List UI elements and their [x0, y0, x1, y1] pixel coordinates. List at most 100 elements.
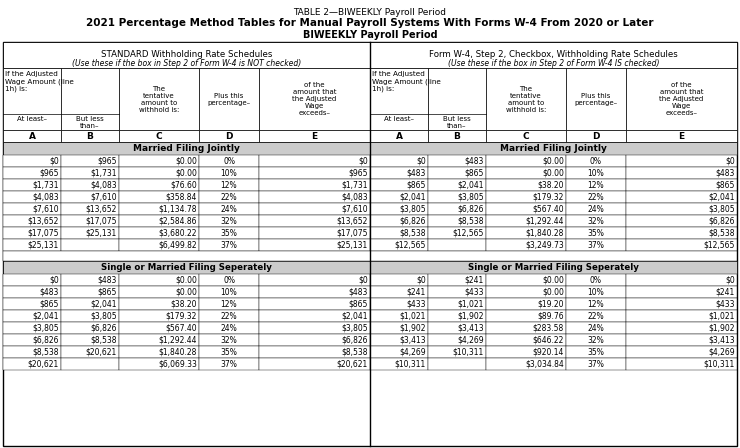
Bar [3, 130, 61, 142]
Text: $12,565: $12,565 [394, 241, 426, 250]
Text: 24%: 24% [221, 323, 238, 332]
Text: 32%: 32% [588, 216, 605, 225]
Text: $483: $483 [40, 288, 59, 297]
Bar [626, 179, 737, 191]
Text: 24%: 24% [588, 323, 605, 332]
Text: $13,652: $13,652 [337, 216, 368, 225]
Text: $865: $865 [349, 300, 368, 309]
Bar [61, 203, 119, 215]
Bar [566, 310, 626, 322]
Text: $433: $433 [465, 288, 484, 297]
Text: 12%: 12% [221, 181, 238, 190]
Text: $179.32: $179.32 [166, 311, 197, 320]
Text: $1,292.44: $1,292.44 [525, 216, 564, 225]
Text: 37%: 37% [588, 359, 605, 369]
Text: $0.00: $0.00 [175, 288, 197, 297]
Text: $6,826: $6,826 [341, 336, 368, 345]
Text: $76.60: $76.60 [170, 181, 197, 190]
Bar [61, 68, 119, 130]
Text: $8,538: $8,538 [33, 348, 59, 357]
Bar [61, 130, 119, 142]
Bar [119, 215, 199, 227]
Text: 10%: 10% [221, 168, 238, 177]
Bar [199, 130, 259, 142]
Bar [61, 322, 119, 334]
Bar [626, 310, 737, 322]
Bar [370, 130, 428, 142]
Bar [566, 191, 626, 203]
Text: $8,538: $8,538 [708, 228, 735, 237]
Bar [428, 322, 486, 334]
Bar [259, 215, 370, 227]
Text: $3,805: $3,805 [708, 204, 735, 214]
Bar [566, 346, 626, 358]
Bar [428, 191, 486, 203]
Bar [3, 142, 370, 155]
Text: BIWEEKLY Payroll Period: BIWEEKLY Payroll Period [303, 30, 437, 40]
Bar [61, 274, 119, 286]
Bar [486, 334, 566, 346]
Bar [119, 346, 199, 358]
Text: $8,538: $8,538 [341, 348, 368, 357]
Text: $25,131: $25,131 [28, 241, 59, 250]
Bar [370, 298, 428, 310]
Bar [370, 227, 428, 239]
Text: STANDARD Withholding Rate Schedules: STANDARD Withholding Rate Schedules [101, 50, 272, 59]
Bar [61, 298, 119, 310]
Text: $3,805: $3,805 [400, 204, 426, 214]
Bar [119, 286, 199, 298]
Text: $567.40: $567.40 [532, 204, 564, 214]
Bar [626, 298, 737, 310]
Bar [566, 286, 626, 298]
Text: $567.40: $567.40 [165, 323, 197, 332]
Text: $1,902: $1,902 [400, 323, 426, 332]
Bar [199, 346, 259, 358]
Bar [486, 346, 566, 358]
Text: The
tentative
amount to
withhold is:: The tentative amount to withhold is: [506, 86, 546, 112]
Text: $283.58: $283.58 [533, 323, 564, 332]
Bar [566, 68, 626, 130]
Bar [428, 130, 486, 142]
Text: $1,731: $1,731 [33, 181, 59, 190]
Bar [3, 310, 61, 322]
Text: (Use these if the box in Step 2 of Form W-4 is NOT checked): (Use these if the box in Step 2 of Form … [72, 59, 301, 68]
Text: $17,075: $17,075 [337, 228, 368, 237]
Bar [486, 322, 566, 334]
Bar [566, 322, 626, 334]
Text: 10%: 10% [588, 288, 605, 297]
Bar [486, 274, 566, 286]
Text: $1,021: $1,021 [400, 311, 426, 320]
Text: Single or Married Filing Seperately: Single or Married Filing Seperately [468, 263, 639, 272]
Bar [370, 286, 428, 298]
Bar [199, 179, 259, 191]
Bar [119, 179, 199, 191]
Bar [61, 215, 119, 227]
Bar [370, 68, 428, 130]
Text: $483: $483 [716, 168, 735, 177]
Bar [3, 358, 61, 370]
Text: $3,805: $3,805 [341, 323, 368, 332]
Bar [370, 42, 737, 68]
Bar [259, 179, 370, 191]
Text: $4,083: $4,083 [341, 193, 368, 202]
Text: At least–: At least– [384, 116, 414, 122]
Text: $2,041: $2,041 [457, 181, 484, 190]
Text: $17,075: $17,075 [27, 228, 59, 237]
Bar [626, 68, 737, 130]
Text: $7,610: $7,610 [341, 204, 368, 214]
Bar [486, 167, 566, 179]
Bar [119, 227, 199, 239]
Bar [370, 346, 428, 358]
Text: $483: $483 [406, 168, 426, 177]
Text: 10%: 10% [221, 288, 238, 297]
Bar [61, 155, 119, 167]
Bar [566, 358, 626, 370]
Bar [626, 346, 737, 358]
Bar [119, 203, 199, 215]
Bar [259, 346, 370, 358]
Bar [566, 215, 626, 227]
Bar [3, 334, 61, 346]
Text: $0: $0 [50, 156, 59, 165]
Text: $1,731: $1,731 [90, 168, 117, 177]
Text: 35%: 35% [588, 348, 605, 357]
